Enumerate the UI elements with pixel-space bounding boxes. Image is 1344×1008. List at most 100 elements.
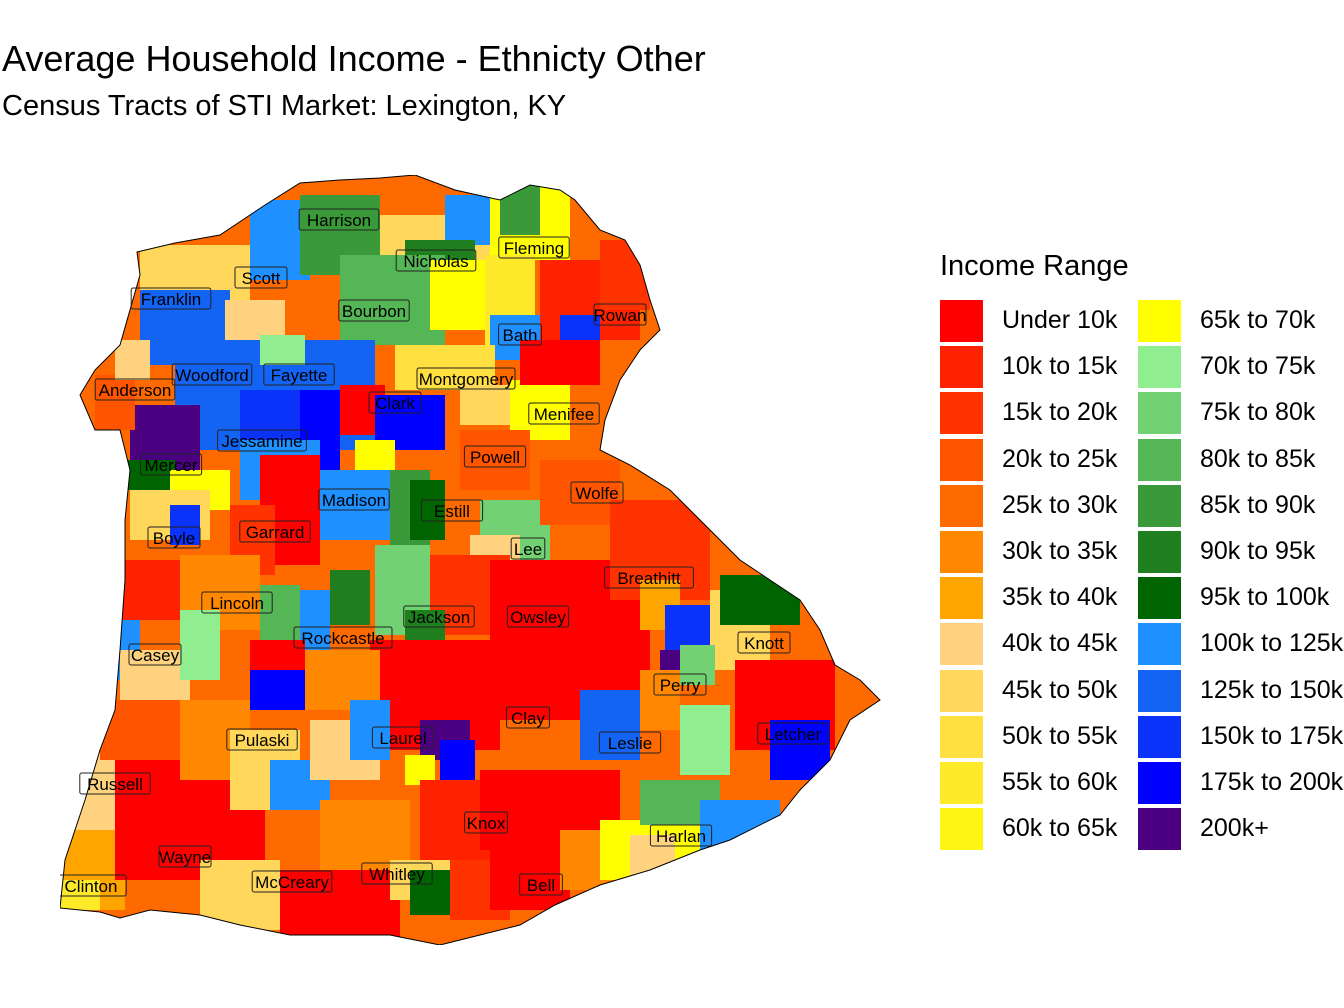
legend-label: 100k to 125k bbox=[1200, 629, 1344, 658]
county-name: Perry bbox=[660, 676, 701, 695]
legend-title: Income Range bbox=[940, 250, 1129, 282]
county-label-whitley: Whitley bbox=[361, 862, 433, 885]
county-label-pulaski: Pulaski bbox=[226, 728, 298, 751]
county-label-laurel: Laurel bbox=[371, 726, 435, 749]
county-name: Clay bbox=[511, 709, 546, 728]
county-name: Boyle bbox=[153, 529, 196, 548]
legend-swatch bbox=[1138, 669, 1181, 712]
county-label-bell: Bell bbox=[519, 873, 563, 896]
county-name: Clark bbox=[375, 394, 415, 413]
county-label-boyle: Boyle bbox=[147, 526, 201, 549]
legend-label: 75k to 80k bbox=[1200, 398, 1316, 427]
county-label-perry: Perry bbox=[653, 673, 707, 696]
legend-swatch bbox=[940, 484, 983, 527]
legend-swatch bbox=[940, 669, 983, 712]
county-name: Powell bbox=[470, 448, 520, 467]
county-label-knox: Knox bbox=[464, 811, 508, 834]
county-name: Knox bbox=[467, 814, 506, 833]
county-label-fayette: Fayette bbox=[263, 363, 335, 386]
legend-swatch bbox=[940, 715, 983, 758]
legend-label: 175k to 200k bbox=[1200, 768, 1344, 796]
legend-label: 15k to 20k bbox=[1002, 398, 1118, 427]
legend-swatch bbox=[1138, 531, 1181, 573]
county-name: Letcher bbox=[765, 725, 822, 744]
county-label-nicholas: Nicholas bbox=[395, 249, 477, 272]
county-label-montgomery: Montgomery bbox=[416, 367, 516, 390]
legend-swatch bbox=[940, 300, 983, 342]
legend-label: 30k to 35k bbox=[1002, 537, 1118, 565]
legend-swatch bbox=[1138, 346, 1181, 389]
county-name: Breathitt bbox=[617, 569, 681, 588]
legend-swatch bbox=[1138, 392, 1181, 435]
legend-label: 20k to 25k bbox=[1002, 444, 1118, 473]
county-label-franklin: Franklin bbox=[130, 287, 212, 310]
county-label-woodford: Woodford bbox=[171, 363, 253, 386]
county-name: Wolfe bbox=[575, 484, 618, 503]
map-subtitle: Census Tracts of STI Market: Lexington, … bbox=[2, 90, 567, 122]
county-label-russell: Russell bbox=[79, 772, 151, 795]
legend-label: 50k to 55k bbox=[1002, 721, 1118, 750]
county-name: Whitley bbox=[369, 865, 425, 884]
legend-swatch bbox=[1138, 715, 1181, 758]
county-name: Garrard bbox=[246, 523, 305, 542]
county-name: Bourbon bbox=[342, 302, 406, 321]
county-name: Rockcastle bbox=[301, 629, 384, 648]
county-label-anderson: Anderson bbox=[94, 378, 176, 401]
county-name: Owsley bbox=[510, 608, 566, 627]
legend-label: 45k to 50k bbox=[1002, 675, 1118, 704]
region-outline bbox=[60, 175, 881, 945]
county-name: Estill bbox=[434, 502, 470, 521]
county-name: Nicholas bbox=[403, 252, 468, 271]
county-label-lee: Lee bbox=[510, 537, 546, 560]
legend-label: 90k to 95k bbox=[1200, 537, 1316, 565]
county-label-madison: Madison bbox=[318, 488, 390, 511]
legend-swatch bbox=[940, 623, 983, 666]
legend-swatch bbox=[940, 392, 983, 435]
county-label-wayne: Wayne bbox=[158, 845, 212, 868]
county-label-bourbon: Bourbon bbox=[338, 299, 410, 322]
legend-swatch bbox=[1138, 762, 1181, 804]
county-name: Wayne bbox=[159, 848, 211, 867]
legend-label: 40k to 45k bbox=[1002, 629, 1118, 658]
county-name: Anderson bbox=[99, 381, 172, 400]
legend-label: 150k to 175k bbox=[1200, 721, 1344, 750]
legend-swatch bbox=[940, 762, 983, 804]
county-name: Bell bbox=[527, 876, 555, 895]
county-label-jessamine: Jessamine bbox=[217, 429, 307, 452]
county-label-estill: Estill bbox=[420, 499, 484, 522]
county-name: Menifee bbox=[534, 405, 594, 424]
county-name: Lincoln bbox=[210, 594, 264, 613]
county-name: Jackson bbox=[408, 608, 470, 627]
county-label-bath: Bath bbox=[498, 323, 542, 346]
legend-label: 95k to 100k bbox=[1200, 583, 1330, 612]
county-name: Clinton bbox=[65, 877, 118, 896]
county-name: Lee bbox=[514, 540, 542, 559]
legend-swatch bbox=[1138, 808, 1181, 851]
county-label-rowan: Rowan bbox=[593, 303, 647, 326]
county-label-scott: Scott bbox=[234, 266, 288, 289]
legend-label: 85k to 90k bbox=[1200, 490, 1316, 519]
county-label-powell: Powell bbox=[463, 445, 527, 468]
county-label-harrison: Harrison bbox=[298, 208, 380, 231]
legend-swatch bbox=[940, 531, 983, 573]
county-name: Woodford bbox=[175, 366, 248, 385]
county-label-clinton: Clinton bbox=[60, 874, 127, 897]
county-label-rockcastle: Rockcastle bbox=[293, 626, 393, 649]
legend-label: 70k to 75k bbox=[1200, 352, 1316, 381]
legend-label: 65k to 70k bbox=[1200, 306, 1316, 334]
county-label-owsley: Owsley bbox=[506, 605, 570, 628]
legend-label: 200k+ bbox=[1200, 814, 1269, 843]
county-name: Casey bbox=[131, 646, 180, 665]
county-label-letcher: Letcher bbox=[757, 722, 829, 745]
legend-swatch bbox=[940, 808, 983, 851]
county-name: Harlan bbox=[656, 827, 706, 846]
county-label-breathitt: Breathitt bbox=[604, 566, 694, 589]
map-title: Average Household Income - Ethnicty Othe… bbox=[2, 38, 706, 79]
legend-label: 35k to 40k bbox=[1002, 583, 1118, 612]
legend-swatch bbox=[1138, 484, 1181, 527]
county-labels: Harrison Fleming Nicholas Scott Franklin Bour… bbox=[60, 208, 829, 897]
county-name: Knott bbox=[744, 634, 784, 653]
county-name: Franklin bbox=[141, 290, 201, 309]
legend-label: 10k to 15k bbox=[1002, 352, 1118, 381]
county-name: Bath bbox=[503, 326, 538, 345]
